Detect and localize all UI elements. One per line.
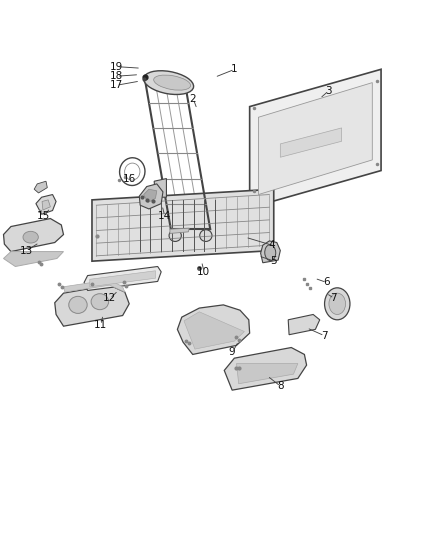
Polygon shape xyxy=(288,314,320,335)
Text: 19: 19 xyxy=(110,62,123,71)
Polygon shape xyxy=(34,181,47,193)
Text: 15: 15 xyxy=(37,211,50,221)
Text: 16: 16 xyxy=(123,174,136,183)
Polygon shape xyxy=(42,200,50,210)
Ellipse shape xyxy=(69,296,87,313)
Polygon shape xyxy=(36,195,56,214)
Polygon shape xyxy=(55,285,129,326)
Text: 18: 18 xyxy=(110,71,123,81)
Ellipse shape xyxy=(265,245,276,261)
Polygon shape xyxy=(250,69,381,208)
Text: 13: 13 xyxy=(20,246,33,255)
Ellipse shape xyxy=(325,288,350,320)
Text: 17: 17 xyxy=(110,80,123,90)
Text: 2: 2 xyxy=(189,94,196,103)
Polygon shape xyxy=(84,266,161,290)
Polygon shape xyxy=(144,189,157,203)
Ellipse shape xyxy=(23,231,39,243)
Polygon shape xyxy=(237,364,298,384)
Text: 5: 5 xyxy=(270,256,277,266)
Polygon shape xyxy=(184,312,244,349)
Text: 14: 14 xyxy=(158,211,171,221)
Polygon shape xyxy=(90,271,155,287)
Polygon shape xyxy=(224,348,307,390)
Text: 8: 8 xyxy=(277,382,284,391)
Polygon shape xyxy=(261,241,280,263)
Ellipse shape xyxy=(169,230,181,241)
Polygon shape xyxy=(92,189,274,261)
Text: 7: 7 xyxy=(321,331,328,341)
Polygon shape xyxy=(177,305,250,354)
Polygon shape xyxy=(4,252,64,266)
Polygon shape xyxy=(64,280,125,292)
Text: 9: 9 xyxy=(229,347,236,357)
Text: 7: 7 xyxy=(330,294,337,303)
Ellipse shape xyxy=(200,230,212,241)
Ellipse shape xyxy=(329,293,346,314)
Polygon shape xyxy=(280,128,342,157)
Text: 12: 12 xyxy=(103,294,116,303)
Ellipse shape xyxy=(154,75,191,90)
Ellipse shape xyxy=(91,294,109,310)
Text: 3: 3 xyxy=(325,86,332,95)
Polygon shape xyxy=(139,184,163,209)
Polygon shape xyxy=(4,219,64,252)
Polygon shape xyxy=(154,179,166,197)
Ellipse shape xyxy=(144,71,194,94)
Text: 6: 6 xyxy=(323,278,330,287)
Text: 11: 11 xyxy=(94,320,107,330)
Text: 4: 4 xyxy=(268,240,275,250)
Polygon shape xyxy=(170,228,189,233)
Text: 1: 1 xyxy=(231,64,238,74)
Text: 10: 10 xyxy=(197,267,210,277)
Polygon shape xyxy=(258,83,372,195)
